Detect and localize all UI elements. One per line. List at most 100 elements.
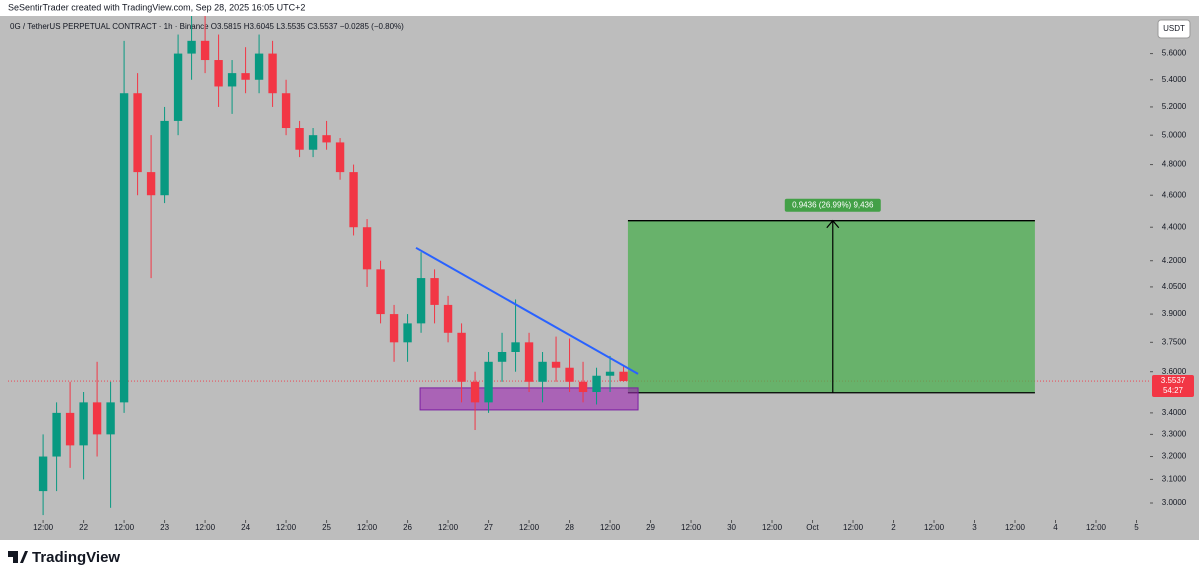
- candle-body: [565, 367, 574, 382]
- x-tick-label: 2: [891, 523, 896, 532]
- x-tick-label: 12:00: [33, 523, 54, 532]
- x-tick-label: 24: [241, 523, 250, 532]
- measure-label: 0.9436 (26.99%) 9,436: [792, 200, 874, 209]
- y-tick-label: 3.9000: [1162, 309, 1187, 318]
- candle-body: [106, 402, 115, 435]
- y-tick-label: 5.4000: [1162, 75, 1187, 84]
- x-tick-label: 30: [727, 523, 736, 532]
- price-tag-label: 3.5537: [1161, 376, 1186, 385]
- x-tick-label: 22: [79, 523, 88, 532]
- x-tick-label: 12:00: [1086, 523, 1107, 532]
- candle-body: [403, 323, 412, 343]
- candle-body: [214, 60, 223, 87]
- x-tick-label: 12:00: [195, 523, 216, 532]
- x-tick-label: 12:00: [924, 523, 945, 532]
- candle-body: [173, 53, 183, 121]
- candle-body: [430, 278, 439, 305]
- y-tick-label: 4.8000: [1162, 160, 1187, 169]
- currency-box[interactable]: [1157, 19, 1191, 39]
- y-tick-label: 3.0000: [1162, 498, 1187, 507]
- x-tick-label: 29: [646, 523, 655, 532]
- x-tick-label: 26: [403, 523, 412, 532]
- x-tick-label: 5: [1134, 523, 1139, 532]
- candle-body: [605, 371, 615, 376]
- candle-body: [322, 135, 331, 143]
- countdown: 54:27: [1163, 386, 1184, 395]
- candle-body: [457, 332, 466, 382]
- x-tick-label: 25: [322, 523, 331, 532]
- candle-body: [160, 120, 169, 196]
- candle-body: [200, 40, 210, 61]
- candle-body: [241, 73, 250, 80]
- y-tick-label: 3.4000: [1162, 408, 1187, 417]
- candle-body: [119, 93, 129, 403]
- y-tick-label: 3.3000: [1162, 429, 1187, 438]
- legend: 0G / TetherUS PERPETUAL CONTRACT · 1h · …: [10, 22, 404, 31]
- x-tick-label: 28: [565, 523, 574, 532]
- candle-body: [376, 269, 385, 315]
- candle-body: [389, 314, 399, 343]
- candle-body: [619, 371, 628, 382]
- x-tick-label: 4: [1053, 523, 1058, 532]
- currency[interactable]: USDT: [1163, 24, 1185, 33]
- candle-body: [484, 361, 493, 403]
- candle-body: [511, 342, 520, 352]
- candle-body: [443, 304, 453, 333]
- price-tag: [1152, 375, 1194, 398]
- x-tick-label: 12:00: [114, 523, 135, 532]
- candle-body: [524, 342, 534, 382]
- y-tick-label: 4.2000: [1162, 256, 1187, 265]
- y-tick-label: 4.6000: [1162, 190, 1187, 199]
- candle-body: [295, 128, 304, 150]
- x-tick-label: 12:00: [1005, 523, 1026, 532]
- x-tick-label: 23: [160, 523, 169, 532]
- y-tick-label: 5.0000: [1162, 130, 1187, 139]
- candle-body: [362, 227, 372, 270]
- x-tick-label: 12:00: [600, 523, 621, 532]
- candle-body: [52, 412, 61, 457]
- x-tick-label: 12:00: [681, 523, 702, 532]
- candle-body: [79, 402, 88, 446]
- candle-body: [592, 375, 601, 393]
- brand: TradingView: [32, 549, 120, 566]
- candle-body: [416, 278, 426, 324]
- candle-body: [92, 402, 102, 435]
- y-tick-label: 3.7500: [1162, 337, 1187, 346]
- candle-body: [268, 53, 277, 94]
- y-tick-label: 5.6000: [1162, 49, 1187, 58]
- candle-body: [578, 381, 588, 393]
- candle-body: [538, 361, 547, 382]
- x-tick-label: 12:00: [438, 523, 459, 532]
- candle-body: [335, 142, 345, 173]
- y-tick-label: 3.6000: [1162, 367, 1187, 376]
- x-tick-label: 12:00: [762, 523, 783, 532]
- candle-body: [133, 93, 142, 173]
- x-tick-label: 27: [484, 523, 493, 532]
- arrow-head: [826, 219, 840, 229]
- x-tick-label: 12:00: [843, 523, 864, 532]
- candle-body: [38, 456, 48, 492]
- x-tick-label: 12:00: [276, 523, 297, 532]
- candle-body: [470, 381, 480, 403]
- y-tick-label: 4.0500: [1162, 282, 1187, 291]
- target-zone: [627, 220, 1035, 393]
- y-tick-label: 3.1000: [1162, 474, 1187, 483]
- header: SeSentirTrader created with TradingView.…: [8, 2, 305, 12]
- logo: [8, 551, 28, 563]
- candle-body: [227, 73, 237, 87]
- candle-body: [281, 93, 291, 129]
- y-tick-label: 4.4000: [1162, 222, 1187, 231]
- x-tick-label: Oct: [806, 523, 819, 532]
- candle-body: [187, 40, 196, 54]
- candle-body: [497, 351, 507, 362]
- candle-body: [65, 412, 75, 446]
- x-tick-label: 12:00: [357, 523, 378, 532]
- candle-body: [349, 172, 358, 228]
- trendline: [415, 246, 639, 375]
- measure-label-bg: [784, 198, 881, 212]
- x-tick-label: 3: [972, 523, 977, 532]
- candle-body: [551, 361, 561, 368]
- candle-body: [254, 53, 264, 80]
- x-tick-label: 12:00: [519, 523, 540, 532]
